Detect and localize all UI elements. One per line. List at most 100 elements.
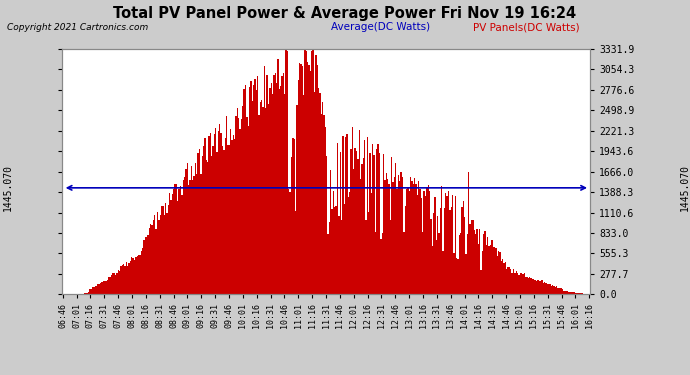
- Bar: [493, 247, 494, 294]
- Bar: [155, 229, 157, 294]
- Bar: [192, 180, 193, 294]
- Bar: [344, 204, 345, 294]
- Bar: [462, 207, 463, 294]
- Bar: [318, 88, 319, 294]
- Bar: [268, 104, 269, 294]
- Bar: [284, 94, 286, 294]
- Bar: [131, 257, 132, 294]
- Bar: [477, 244, 479, 294]
- Bar: [397, 175, 399, 294]
- Bar: [580, 293, 582, 294]
- Bar: [359, 130, 360, 294]
- Bar: [121, 265, 123, 294]
- Bar: [566, 291, 567, 294]
- Bar: [307, 62, 308, 294]
- Bar: [85, 293, 86, 294]
- Bar: [317, 65, 318, 294]
- Bar: [486, 244, 487, 294]
- Bar: [408, 191, 410, 294]
- Bar: [551, 286, 552, 294]
- Bar: [521, 273, 522, 294]
- Bar: [111, 275, 112, 294]
- Bar: [135, 257, 137, 294]
- Bar: [365, 220, 366, 294]
- Bar: [128, 263, 130, 294]
- Bar: [154, 215, 155, 294]
- Bar: [411, 181, 413, 294]
- Bar: [576, 293, 578, 294]
- Bar: [296, 105, 297, 294]
- Bar: [502, 260, 503, 294]
- Bar: [490, 245, 491, 294]
- Bar: [95, 285, 96, 294]
- Bar: [319, 93, 321, 294]
- Bar: [556, 286, 558, 294]
- Bar: [509, 267, 510, 294]
- Bar: [555, 287, 556, 294]
- Bar: [204, 138, 206, 294]
- Bar: [207, 162, 208, 294]
- Bar: [266, 75, 268, 294]
- Bar: [442, 251, 444, 294]
- Bar: [134, 260, 135, 294]
- Bar: [372, 144, 373, 294]
- Bar: [456, 258, 457, 294]
- Bar: [382, 233, 383, 294]
- Bar: [393, 182, 394, 294]
- Bar: [261, 100, 262, 294]
- Bar: [308, 65, 310, 294]
- Bar: [353, 169, 355, 294]
- Bar: [119, 272, 120, 294]
- Bar: [541, 280, 542, 294]
- Bar: [558, 288, 559, 294]
- Bar: [206, 160, 207, 294]
- Bar: [242, 106, 244, 294]
- Bar: [459, 236, 460, 294]
- Bar: [185, 169, 186, 294]
- Bar: [533, 279, 535, 294]
- Bar: [253, 85, 255, 294]
- Bar: [376, 149, 377, 294]
- Bar: [328, 222, 330, 294]
- Bar: [355, 148, 356, 294]
- Bar: [552, 285, 553, 294]
- Bar: [413, 184, 414, 294]
- Bar: [159, 214, 161, 294]
- Bar: [99, 284, 100, 294]
- Bar: [228, 145, 230, 294]
- Bar: [249, 87, 250, 294]
- Bar: [184, 177, 185, 294]
- Bar: [213, 146, 214, 294]
- Bar: [226, 116, 227, 294]
- Bar: [524, 273, 525, 294]
- Bar: [572, 292, 573, 294]
- Bar: [402, 177, 403, 294]
- Bar: [331, 209, 333, 294]
- Bar: [306, 51, 307, 294]
- Bar: [455, 196, 456, 294]
- Bar: [124, 266, 126, 294]
- Bar: [115, 275, 116, 294]
- Bar: [360, 180, 362, 294]
- Bar: [200, 174, 201, 294]
- Bar: [152, 220, 154, 294]
- Bar: [352, 127, 353, 294]
- Bar: [283, 73, 284, 294]
- Bar: [195, 163, 196, 294]
- Bar: [569, 292, 570, 294]
- Bar: [280, 86, 282, 294]
- Bar: [468, 171, 469, 294]
- Bar: [520, 273, 521, 294]
- Bar: [463, 201, 464, 294]
- Bar: [223, 150, 224, 294]
- Bar: [149, 228, 150, 294]
- Bar: [531, 278, 532, 294]
- Bar: [480, 270, 482, 294]
- Bar: [500, 252, 501, 294]
- Bar: [368, 211, 369, 294]
- Bar: [295, 211, 296, 294]
- Bar: [293, 139, 295, 294]
- Bar: [176, 184, 177, 294]
- Bar: [432, 246, 433, 294]
- Bar: [560, 288, 562, 294]
